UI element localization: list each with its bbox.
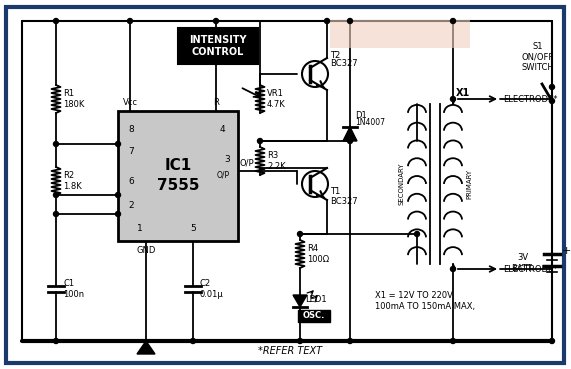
Text: IC1: IC1 — [164, 159, 192, 173]
Text: 2: 2 — [128, 201, 134, 210]
Circle shape — [549, 99, 554, 103]
Text: S1
ON/OFF
SWITCH: S1 ON/OFF SWITCH — [522, 42, 554, 72]
Circle shape — [324, 18, 329, 24]
Circle shape — [127, 18, 132, 24]
Text: 7: 7 — [128, 146, 134, 155]
Text: BC327: BC327 — [330, 59, 357, 69]
Text: X1: X1 — [456, 88, 471, 98]
Text: 6: 6 — [128, 176, 134, 186]
Polygon shape — [343, 127, 357, 141]
Text: C1
100n: C1 100n — [63, 279, 84, 299]
Text: R2
1.8K: R2 1.8K — [63, 171, 82, 191]
Text: 8: 8 — [128, 124, 134, 134]
Circle shape — [54, 18, 58, 24]
Circle shape — [348, 138, 352, 144]
Text: 3V
BATT.: 3V BATT. — [512, 253, 534, 273]
Text: ELECTRODE*: ELECTRODE* — [503, 265, 557, 273]
Circle shape — [54, 141, 58, 146]
Text: Vcc: Vcc — [123, 98, 138, 107]
Text: GND: GND — [136, 246, 156, 255]
Bar — [330, 20, 470, 48]
Text: INTENSITY
CONTROL: INTENSITY CONTROL — [189, 35, 247, 57]
Text: OSC.: OSC. — [303, 311, 325, 321]
Text: SECONDARY: SECONDARY — [398, 163, 404, 205]
Circle shape — [191, 338, 195, 344]
Circle shape — [451, 97, 456, 101]
Text: R4
100Ω: R4 100Ω — [307, 244, 329, 264]
Circle shape — [258, 138, 263, 144]
Circle shape — [451, 18, 456, 24]
Bar — [118, 111, 238, 241]
Text: 1: 1 — [137, 224, 143, 233]
Text: R3
2.2K: R3 2.2K — [267, 151, 286, 171]
Circle shape — [297, 231, 303, 237]
Text: *REFER TEXT: *REFER TEXT — [258, 346, 322, 356]
Text: 3: 3 — [224, 155, 230, 163]
Circle shape — [451, 338, 456, 344]
Text: R1
180K: R1 180K — [63, 89, 85, 109]
Text: 4: 4 — [220, 124, 226, 134]
Text: R: R — [213, 98, 219, 107]
Circle shape — [54, 338, 58, 344]
Circle shape — [115, 211, 120, 217]
Circle shape — [549, 85, 554, 90]
Text: +: + — [562, 246, 571, 256]
Circle shape — [115, 141, 120, 146]
Bar — [298, 310, 330, 322]
Circle shape — [348, 18, 352, 24]
Text: T1: T1 — [330, 187, 340, 197]
Text: D1: D1 — [355, 111, 367, 120]
Polygon shape — [293, 295, 307, 307]
Text: BC327: BC327 — [330, 197, 357, 206]
Circle shape — [214, 18, 219, 24]
Circle shape — [415, 231, 420, 237]
Circle shape — [348, 338, 352, 344]
Bar — [178, 28, 258, 64]
Text: VR1
4.7K: VR1 4.7K — [267, 89, 286, 109]
Circle shape — [54, 193, 58, 197]
Text: 5: 5 — [190, 224, 196, 233]
Text: LED1: LED1 — [305, 296, 327, 304]
Circle shape — [54, 211, 58, 217]
Text: 7555: 7555 — [157, 179, 199, 193]
Circle shape — [549, 338, 554, 344]
Text: O/P: O/P — [217, 170, 230, 179]
Polygon shape — [137, 341, 155, 354]
Text: X1 = 12V TO 220V
100mA TO 150mA MAX,: X1 = 12V TO 220V 100mA TO 150mA MAX, — [375, 291, 475, 311]
Text: ELECTRODE*: ELECTRODE* — [503, 94, 557, 103]
Circle shape — [451, 266, 456, 272]
Circle shape — [297, 338, 303, 344]
Text: O/P: O/P — [240, 159, 255, 168]
Text: PRIMARY: PRIMARY — [466, 169, 472, 199]
Text: T2: T2 — [330, 52, 340, 61]
Text: 1N4007: 1N4007 — [355, 118, 385, 127]
Circle shape — [115, 193, 120, 197]
Text: C2
0.01μ: C2 0.01μ — [200, 279, 224, 299]
